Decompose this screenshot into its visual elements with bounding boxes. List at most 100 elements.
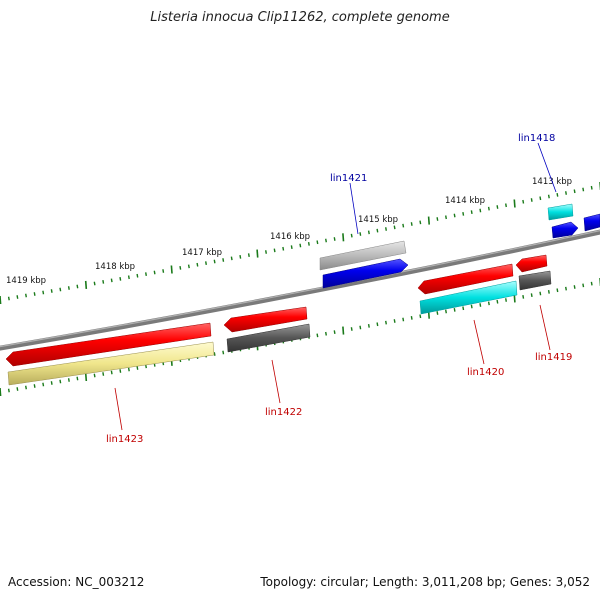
tick-inner-minor — [93, 373, 96, 378]
tick-inner-minor — [487, 301, 490, 306]
leader-lin1423 — [114, 387, 123, 431]
tick-inner-minor — [530, 293, 533, 298]
tick-outer-minor — [222, 258, 225, 262]
tick-inner-minor — [582, 283, 585, 288]
tick-inner-minor — [110, 370, 113, 375]
tick-outer-minor — [33, 292, 36, 296]
tick-inner-minor — [213, 352, 216, 356]
tick-outer-minor — [402, 223, 405, 228]
genome-backbone — [0, 229, 600, 351]
tick-inner-minor — [67, 378, 70, 382]
tick-outer-minor — [530, 198, 533, 202]
tick-inner-minor — [505, 298, 507, 302]
tick-outer-minor — [573, 189, 576, 194]
cds-lin1422-arrow[interactable] — [223, 306, 308, 333]
gene-lin1419-dark[interactable] — [518, 270, 552, 291]
tick-outer-minor — [385, 227, 387, 231]
tick-outer-minor — [556, 192, 559, 197]
tick-inner-minor — [565, 286, 567, 291]
tick-outer-minor — [50, 289, 53, 293]
tick-inner-minor — [33, 384, 36, 388]
rna-lin1420-cyan[interactable] — [419, 280, 518, 315]
tick-label-1418: 1418 kbp — [95, 262, 135, 272]
tick-outer-minor — [213, 259, 216, 264]
tick-inner-minor — [522, 294, 525, 299]
label-lin1423[interactable]: lin1423 — [106, 434, 143, 445]
tick-inner-minor — [436, 311, 439, 315]
tick-label-1416: 1416 kbp — [270, 232, 310, 242]
tick-outer-minor — [479, 208, 482, 213]
tick-outer-minor — [410, 222, 413, 226]
tick-inner-minor — [136, 366, 139, 370]
tick-outer-minor — [453, 213, 456, 218]
tick-outer-major — [513, 199, 516, 208]
tick-inner-minor — [479, 303, 482, 307]
gene-lin1418-cyan[interactable] — [547, 203, 574, 221]
forward-strand-features — [319, 203, 600, 289]
tick-outer-minor — [136, 273, 139, 278]
tick-outer-minor — [76, 284, 79, 289]
tick-inner-minor — [393, 319, 396, 323]
label-lin1422[interactable]: lin1422 — [265, 407, 302, 418]
tick-outer-minor — [393, 225, 396, 230]
tick-inner-minor — [445, 309, 447, 314]
leader-lin1422 — [271, 359, 281, 404]
tick-outer-minor — [59, 287, 62, 292]
tick-inner-minor — [316, 333, 319, 338]
tick-inner-minor — [25, 385, 27, 390]
tick-inner-minor — [50, 381, 53, 385]
gene-lin1422-dark[interactable] — [226, 323, 311, 353]
tick-outer-minor — [496, 205, 499, 209]
leader-lin1419 — [539, 304, 551, 351]
rna-lin1423-yellow[interactable] — [7, 341, 215, 386]
tick-outer-minor — [110, 278, 113, 283]
tick-inner-minor — [453, 307, 456, 312]
label-lin1421[interactable]: lin1421 — [330, 173, 367, 184]
tick-outer-minor — [565, 191, 567, 195]
tick-outer-minor — [316, 240, 319, 245]
cds-lin1420-arrow[interactable] — [417, 263, 514, 295]
reverse-strand-features — [5, 254, 552, 386]
tick-outer-minor — [582, 187, 585, 192]
tick-outer-minor — [470, 210, 473, 215]
tick-outer-minor — [282, 246, 285, 251]
tick-inner-minor — [16, 387, 19, 391]
tick-label-1415: 1415 kbp — [358, 215, 398, 225]
tick-outer-minor — [196, 262, 199, 267]
label-lin1419[interactable]: lin1419 — [535, 352, 572, 363]
tick-outer-minor — [299, 243, 302, 248]
leader-lin1421 — [349, 182, 359, 235]
tick-inner-minor — [419, 314, 422, 319]
tick-inner-minor — [333, 330, 336, 335]
tick-outer-major — [427, 216, 430, 225]
tick-outer-minor — [179, 265, 182, 270]
tick-inner-minor — [76, 376, 79, 381]
tick-inner-minor — [539, 291, 542, 296]
tick-outer-minor — [67, 286, 70, 290]
tick-outer-minor — [93, 281, 96, 286]
tick-outer-minor — [102, 279, 105, 284]
tick-outer-minor — [547, 194, 550, 199]
cds-lin1421-arrow[interactable] — [322, 258, 409, 289]
cds-lin1418-arrow[interactable] — [551, 221, 579, 239]
cds-right-edge-blue[interactable] — [583, 213, 600, 232]
leader-lin1418 — [537, 142, 557, 193]
tick-inner-minor — [462, 306, 465, 311]
gene-lin1421-gray[interactable] — [319, 240, 407, 271]
cds-lin1419-arrow[interactable] — [515, 254, 548, 273]
tick-outer-minor — [419, 220, 422, 225]
tick-inner-minor — [385, 320, 387, 325]
label-lin1418[interactable]: lin1418 — [518, 133, 555, 144]
tick-outer-minor — [127, 275, 130, 280]
cds-lin1423-arrow[interactable] — [5, 322, 212, 367]
tick-outer-minor — [445, 215, 447, 220]
tick-outer-minor — [247, 253, 250, 258]
tick-inner-minor — [573, 285, 576, 289]
tick-inner-minor — [556, 288, 559, 293]
tick-outer-major — [84, 280, 88, 289]
tick-inner-minor — [367, 323, 370, 328]
tick-outer-minor — [350, 233, 353, 238]
label-lin1420[interactable]: lin1420 — [467, 367, 504, 378]
tick-outer-minor — [522, 199, 525, 204]
